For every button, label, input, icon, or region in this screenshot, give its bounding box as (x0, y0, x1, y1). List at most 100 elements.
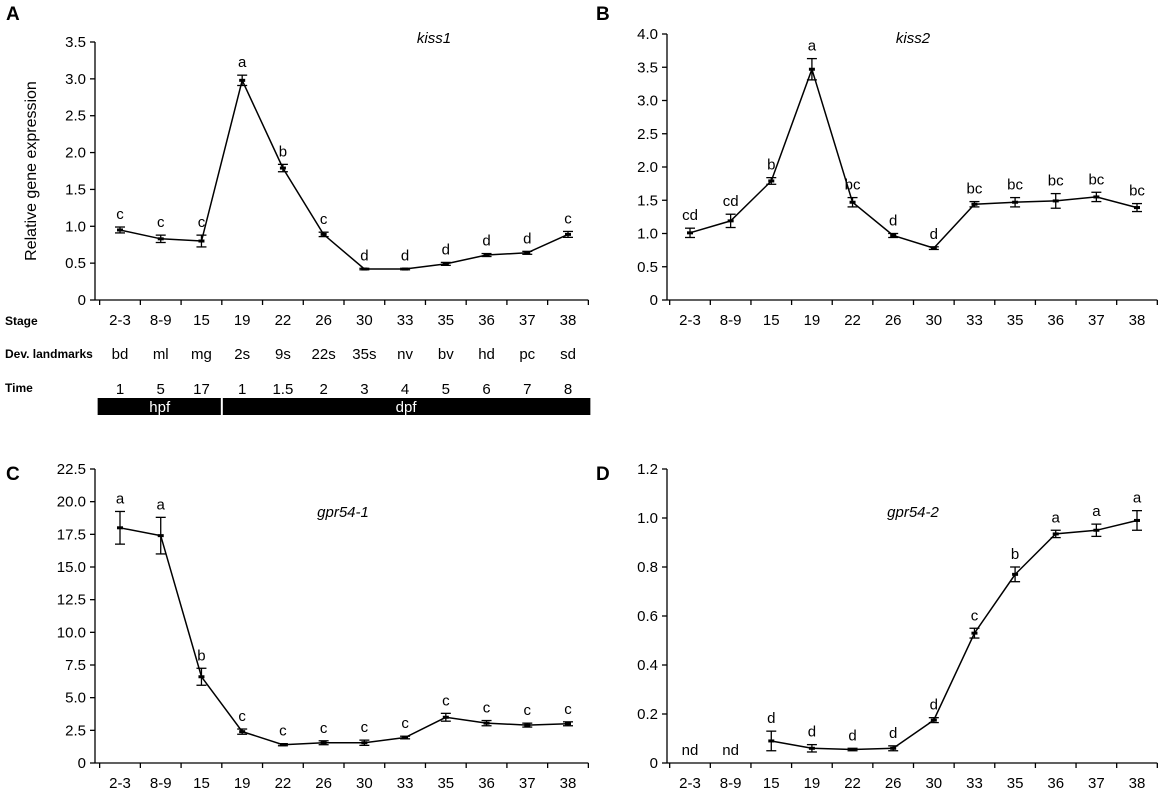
significance-letter: d (767, 710, 775, 727)
x-tick-label: 2-3 (109, 775, 131, 792)
data-point (1052, 199, 1059, 203)
x-tick-label: 35 (1007, 312, 1024, 329)
data-point (483, 721, 490, 725)
significance-letter: c (279, 723, 287, 740)
data-point (483, 253, 490, 257)
significance-letter: bc (1048, 173, 1064, 190)
x-tick-label: 19 (804, 312, 821, 329)
x-tick-label: 8-9 (150, 312, 172, 329)
x-tick-label: 19 (804, 775, 821, 792)
y-tick-label: 0 (650, 755, 658, 772)
y-tick-label: 0.2 (637, 706, 658, 723)
x-tick-label: 22 (844, 312, 861, 329)
data-point (524, 251, 531, 255)
x-tick-label: 19 (234, 312, 251, 329)
significance-letter: cd (682, 207, 698, 224)
x-tick-label: 37 (519, 312, 536, 329)
x-tick-label: 35 (437, 775, 454, 792)
series-line (119, 78, 569, 270)
landmark-label: bd (112, 346, 129, 363)
x-tick-label: 36 (1047, 775, 1064, 792)
x-tick-label: 15 (193, 312, 210, 329)
x-tick-label: 35 (1007, 775, 1024, 792)
landmark-label: ml (153, 346, 169, 363)
y-tick-label: 0.8 (637, 559, 658, 576)
x-tick-label: 33 (397, 775, 414, 792)
panel-letter-b: B (596, 4, 610, 25)
y-tick-label: 20.0 (57, 494, 86, 511)
y-tick-label: 3.0 (65, 71, 86, 88)
y-tick-label: 0.4 (637, 657, 658, 674)
y-tick-label: 4.0 (637, 26, 658, 43)
time-label: 1 (238, 381, 246, 398)
landmark-label: hd (478, 346, 495, 363)
hpf-label: hpf (149, 399, 171, 416)
landmark-label: 9s (275, 346, 291, 363)
data-point (565, 722, 571, 726)
panel-title-b: kiss2 (896, 30, 931, 47)
y-tick-label: 1.0 (637, 226, 658, 243)
data-point (808, 67, 815, 71)
x-tick-label: 22 (844, 775, 861, 792)
significance-letter: d (930, 226, 938, 243)
landmark-label: 2s (234, 346, 250, 363)
significance-letter: c (483, 700, 491, 717)
time-label: 1 (116, 381, 124, 398)
data-point (727, 219, 734, 223)
significance-letter: cd (723, 193, 739, 210)
panel-title-a: kiss1 (417, 30, 451, 47)
y-tick-label: 1.2 (637, 461, 658, 478)
y-tick-label: 0.5 (637, 259, 658, 276)
x-tick-label: 38 (1129, 775, 1146, 792)
x-tick-label: 37 (1088, 312, 1105, 329)
x-tick-label: 33 (966, 312, 983, 329)
data-point (808, 746, 815, 750)
data-point (198, 239, 205, 243)
y-axis-label: Relative gene expression (23, 81, 40, 261)
x-tick-label: 15 (763, 775, 780, 792)
significance-letter: d (482, 233, 490, 250)
y-tick-label: 17.5 (57, 526, 86, 543)
data-point (442, 262, 449, 266)
dpf-label: dpf (396, 399, 418, 416)
data-point (157, 237, 164, 241)
not-detected-label: nd (682, 742, 699, 759)
y-tick-label: 15.0 (57, 559, 86, 576)
significance-letter: c (320, 720, 328, 737)
data-point (524, 723, 531, 727)
x-tick-label: 19 (234, 775, 251, 792)
data-point (1093, 195, 1100, 199)
data-point (117, 228, 123, 232)
data-point (198, 675, 205, 679)
y-tick-label: 3.5 (65, 34, 86, 51)
x-tick-label: 26 (315, 775, 332, 792)
data-point (1012, 572, 1019, 576)
significance-letter: c (971, 607, 979, 624)
significance-letter: a (238, 54, 247, 71)
data-point (157, 534, 164, 538)
x-tick-label: 38 (560, 775, 577, 792)
y-tick-label: 2.0 (65, 145, 86, 162)
data-point (361, 267, 368, 271)
significance-letter: d (401, 247, 409, 264)
y-tick-label: 10.0 (57, 624, 86, 641)
y-tick-label: 1.0 (65, 218, 86, 235)
significance-letter: d (848, 727, 856, 744)
time-label: 6 (482, 381, 490, 398)
x-tick-label: 2-3 (109, 312, 131, 329)
x-tick-label: 38 (560, 312, 577, 329)
y-tick-label: 2.5 (65, 108, 86, 125)
x-tick-label: 30 (356, 312, 373, 329)
y-tick-label: 1.0 (637, 510, 658, 527)
data-point (402, 267, 409, 271)
data-point (402, 736, 409, 740)
significance-letter: a (1052, 509, 1061, 526)
x-tick-label: 33 (397, 312, 414, 329)
y-tick-label: 0.5 (65, 255, 86, 272)
significance-letter: b (197, 647, 205, 664)
data-point (117, 526, 123, 530)
significance-letter: c (442, 692, 450, 709)
landmark-label: nv (397, 346, 413, 363)
x-tick-label: 30 (925, 312, 942, 329)
